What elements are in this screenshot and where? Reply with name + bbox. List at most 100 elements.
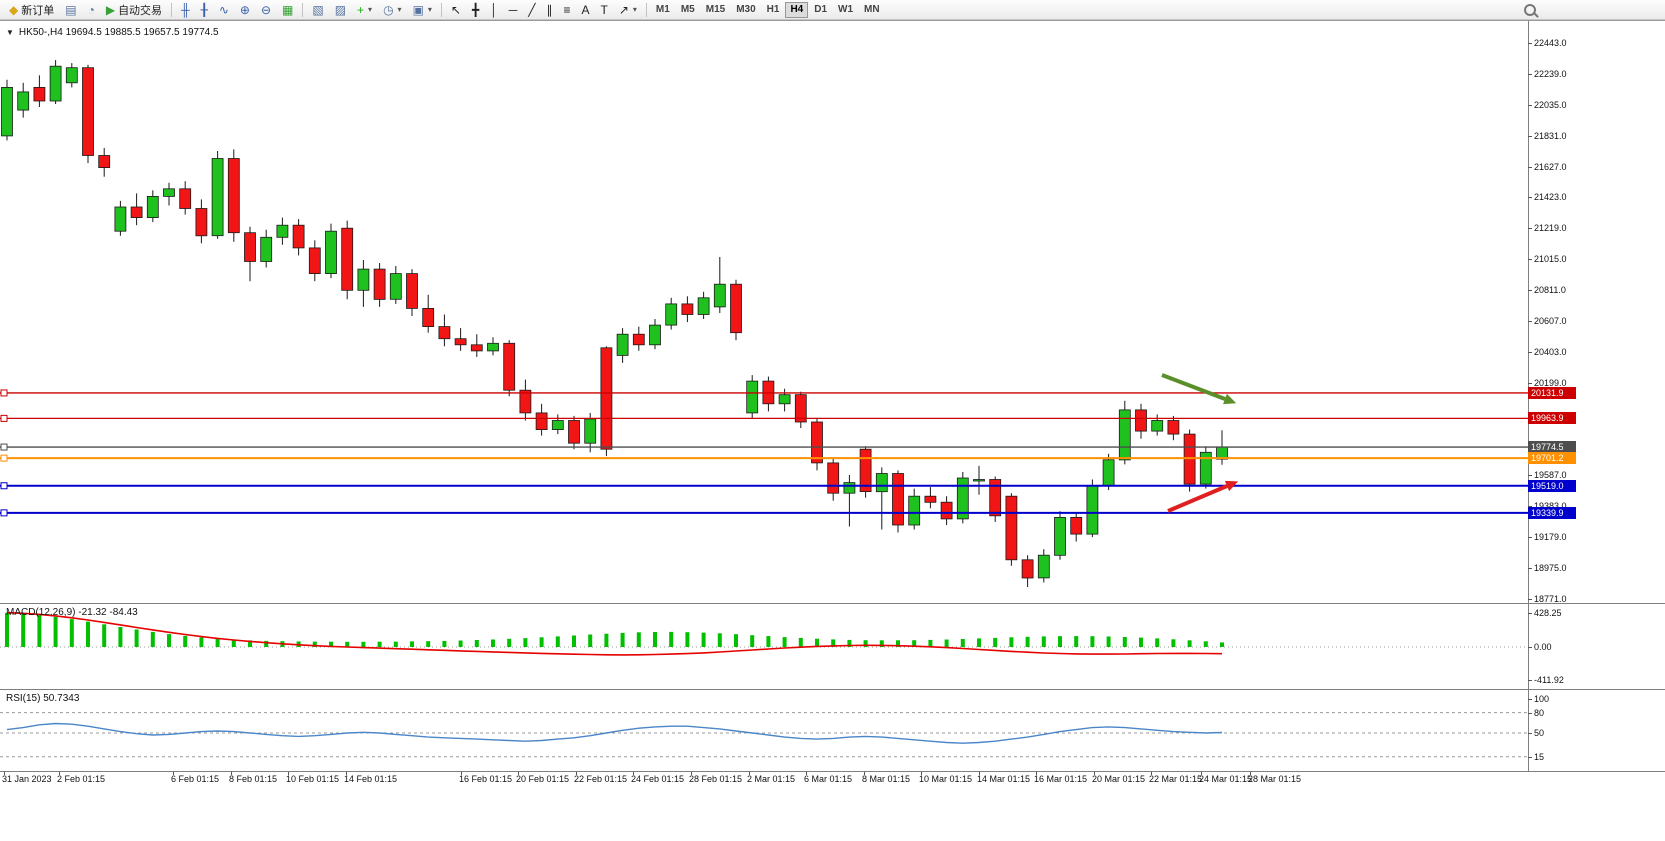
candle[interactable] bbox=[244, 226, 256, 282]
text-tool-button[interactable]: A bbox=[576, 1, 594, 19]
candle[interactable] bbox=[98, 147, 111, 177]
candles[interactable] bbox=[1, 60, 1228, 587]
candle[interactable] bbox=[470, 334, 483, 357]
candle[interactable] bbox=[875, 467, 888, 530]
candle[interactable] bbox=[859, 446, 872, 498]
candle[interactable] bbox=[1135, 403, 1147, 439]
candle[interactable] bbox=[892, 470, 904, 533]
macd-panel[interactable] bbox=[0, 605, 1528, 689]
candle[interactable] bbox=[503, 340, 516, 397]
candle[interactable] bbox=[373, 263, 386, 307]
timeframe-m5[interactable]: M5 bbox=[676, 2, 700, 18]
line-chart-button[interactable]: ∿ bbox=[214, 1, 234, 19]
bar-chart-button[interactable]: ╫ bbox=[176, 1, 195, 19]
template-button[interactable]: ▣ ▾ bbox=[408, 1, 437, 19]
candle[interactable] bbox=[276, 217, 289, 245]
candle[interactable] bbox=[260, 229, 273, 268]
candle[interactable] bbox=[632, 326, 645, 351]
cascade-windows-button[interactable]: ▨ bbox=[330, 1, 351, 19]
candle[interactable] bbox=[308, 240, 321, 282]
zoom-in-button[interactable]: ⊕ bbox=[235, 1, 255, 19]
price-chart[interactable] bbox=[0, 23, 1528, 603]
candle[interactable] bbox=[551, 414, 564, 435]
candle[interactable] bbox=[454, 328, 467, 351]
trend-arrow-down[interactable] bbox=[1161, 373, 1237, 405]
panel-separator-macd[interactable] bbox=[0, 603, 1665, 604]
candle[interactable] bbox=[438, 314, 451, 347]
timeframe-m15[interactable]: M15 bbox=[701, 2, 730, 18]
candle[interactable] bbox=[1070, 512, 1083, 542]
tile-windows-button[interactable]: ▦ bbox=[277, 1, 298, 19]
candle[interactable] bbox=[908, 488, 921, 530]
candle[interactable] bbox=[519, 379, 532, 421]
candle[interactable] bbox=[195, 199, 208, 244]
indicators-add-button[interactable]: + ▾ bbox=[352, 1, 377, 19]
candle[interactable] bbox=[49, 60, 62, 104]
candle[interactable] bbox=[389, 266, 402, 304]
timeframe-d1[interactable]: D1 bbox=[809, 2, 832, 18]
new-order-button[interactable]: ◆ 新订单 bbox=[4, 1, 59, 19]
candle[interactable] bbox=[1167, 415, 1180, 441]
channel-tool-button[interactable]: ∥ bbox=[541, 1, 557, 19]
candle[interactable] bbox=[794, 391, 807, 429]
candle[interactable] bbox=[1054, 511, 1066, 560]
candle[interactable] bbox=[65, 63, 78, 88]
candle[interactable] bbox=[1183, 429, 1196, 492]
chart-profiles-button[interactable]: ▤ bbox=[60, 1, 81, 19]
candle[interactable] bbox=[1, 79, 13, 141]
candle[interactable] bbox=[82, 64, 94, 164]
candle[interactable] bbox=[989, 476, 1002, 522]
arrange-windows-button[interactable]: ▧ bbox=[307, 1, 328, 19]
search-button[interactable] bbox=[1519, 1, 1541, 19]
collapse-objects-icon[interactable]: ▼ bbox=[6, 28, 14, 37]
candle[interactable] bbox=[325, 223, 337, 279]
candle[interactable] bbox=[956, 472, 969, 524]
rsi-panel[interactable] bbox=[0, 691, 1528, 771]
candle[interactable] bbox=[422, 294, 435, 333]
candle[interactable] bbox=[130, 193, 143, 226]
candle[interactable] bbox=[697, 291, 710, 319]
panel-separator-rsi[interactable] bbox=[0, 689, 1665, 690]
candle[interactable] bbox=[681, 296, 694, 323]
candle[interactable] bbox=[1005, 493, 1018, 566]
crosshair-tool-button[interactable]: ╋ bbox=[467, 1, 484, 19]
period-button[interactable]: ◷ ▾ bbox=[378, 1, 407, 19]
candle[interactable] bbox=[600, 346, 613, 457]
candle[interactable] bbox=[843, 475, 856, 527]
candle[interactable] bbox=[730, 279, 742, 341]
candle[interactable] bbox=[179, 181, 192, 215]
candle[interactable] bbox=[33, 75, 46, 107]
candle[interactable] bbox=[1102, 453, 1115, 491]
candle[interactable] bbox=[1199, 446, 1212, 489]
candle[interactable] bbox=[746, 375, 759, 419]
candle[interactable] bbox=[1021, 555, 1034, 587]
candle[interactable] bbox=[341, 220, 354, 300]
timeframe-mn[interactable]: MN bbox=[859, 2, 885, 18]
timeframe-m1[interactable]: M1 bbox=[651, 2, 675, 18]
candle[interactable] bbox=[146, 190, 159, 223]
candle[interactable] bbox=[649, 319, 661, 350]
candlestick-chart-button[interactable]: ╂ bbox=[196, 1, 213, 19]
candle[interactable] bbox=[940, 496, 953, 525]
zoom-out-button[interactable]: ⊖ bbox=[256, 1, 276, 19]
candle[interactable] bbox=[665, 297, 678, 330]
timeframe-h4[interactable]: H4 bbox=[785, 1, 809, 18]
cursor-tool-button[interactable]: ↖ bbox=[446, 1, 466, 19]
candle[interactable] bbox=[114, 200, 127, 236]
candle[interactable] bbox=[778, 388, 791, 412]
candle[interactable] bbox=[17, 82, 30, 118]
candle[interactable] bbox=[568, 415, 580, 450]
candle[interactable] bbox=[1118, 400, 1131, 465]
candle[interactable] bbox=[616, 328, 629, 363]
candle[interactable] bbox=[211, 151, 224, 239]
candle[interactable] bbox=[535, 403, 548, 436]
fibonacci-tool-button[interactable]: ≡ bbox=[558, 1, 575, 19]
candle[interactable] bbox=[292, 219, 305, 256]
vertical-line-tool-button[interactable]: │ bbox=[485, 1, 503, 19]
data-window-button[interactable]: ◔ bbox=[83, 1, 100, 19]
timeframe-h1[interactable]: H1 bbox=[762, 2, 785, 18]
candle[interactable] bbox=[811, 419, 823, 471]
candle[interactable] bbox=[924, 487, 937, 509]
candle[interactable] bbox=[406, 269, 418, 316]
candle[interactable] bbox=[357, 260, 370, 307]
